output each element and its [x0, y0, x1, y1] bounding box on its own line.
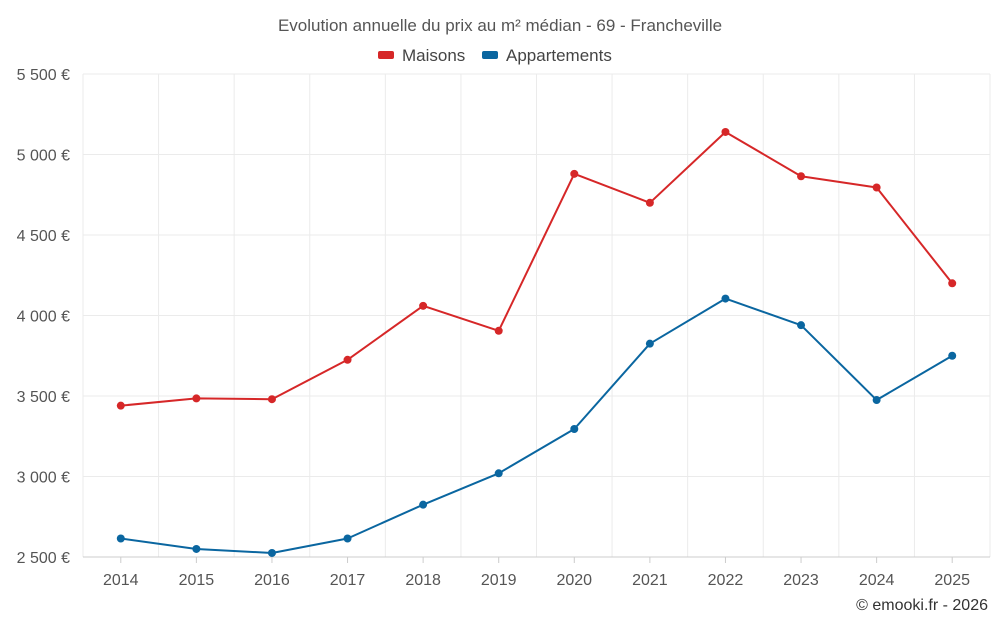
x-tick-label: 2023: [783, 572, 819, 589]
series-line-appartements: [120, 297, 953, 554]
data-point-maisons: [494, 326, 503, 335]
data-point-maisons: [419, 301, 428, 310]
x-axis: 2014 2015 2016 2017 2018 2019 2020 2021 2022 2023…: [83, 556, 990, 589]
data-point-appartements: [721, 294, 730, 303]
data-point-maisons: [645, 198, 654, 207]
data-point-maisons: [570, 169, 579, 178]
data-point-appartements: [797, 321, 806, 330]
x-tick-label: 2016: [254, 572, 290, 589]
series-layer: [116, 127, 957, 557]
legend-label-appartements: Appartements: [506, 46, 612, 65]
x-tick-label: 2021: [632, 572, 668, 589]
x-tick-label: 2024: [859, 572, 895, 589]
data-point-appartements: [645, 339, 654, 348]
data-point-appartements: [116, 534, 125, 543]
legend-swatch-appartements: [482, 51, 498, 59]
data-point-maisons: [872, 183, 881, 192]
legend: Maisons Appartements: [378, 46, 612, 65]
y-tick-label: 3 500 €: [17, 389, 70, 406]
x-tick-label: 2017: [330, 572, 366, 589]
y-axis: 2 500 € 3 000 € 3 500 € 4 000 € 4 500 € 5 000…: [17, 67, 70, 567]
data-point-maisons: [721, 127, 730, 136]
data-point-maisons: [116, 401, 125, 410]
data-point-maisons: [948, 279, 957, 288]
x-tick-label: 2020: [556, 572, 592, 589]
data-point-appartements: [192, 544, 201, 553]
legend-swatch-maisons: [378, 51, 394, 59]
chart-title: Evolution annuelle du prix au m² médian …: [278, 16, 722, 35]
x-tick-label: 2018: [405, 572, 441, 589]
data-point-maisons: [267, 395, 276, 404]
data-point-maisons: [797, 172, 806, 181]
x-tick-label: 2015: [179, 572, 215, 589]
series-line-maisons: [120, 130, 953, 407]
x-tick-label: 2019: [481, 572, 517, 589]
data-point-appartements: [267, 548, 276, 557]
data-point-appartements: [343, 534, 352, 543]
grid: [82, 73, 991, 558]
legend-label-maisons: Maisons: [402, 46, 465, 65]
data-point-appartements: [570, 425, 579, 434]
y-tick-label: 4 000 €: [17, 309, 70, 326]
y-tick-label: 2 500 €: [17, 550, 70, 567]
y-tick-label: 3 000 €: [17, 470, 70, 487]
x-tick-label: 2014: [103, 572, 139, 589]
data-point-appartements: [872, 396, 881, 405]
x-tick-label: 2025: [934, 572, 970, 589]
data-point-appartements: [419, 500, 428, 509]
credit-text: © emooki.fr - 2026: [856, 597, 988, 614]
y-tick-label: 5 500 €: [17, 67, 70, 84]
y-tick-label: 5 000 €: [17, 148, 70, 165]
data-point-appartements: [948, 351, 957, 360]
y-tick-label: 4 500 €: [17, 228, 70, 245]
data-point-maisons: [192, 394, 201, 403]
data-point-appartements: [494, 469, 503, 478]
x-tick-label: 2022: [708, 572, 744, 589]
data-point-maisons: [343, 355, 352, 364]
